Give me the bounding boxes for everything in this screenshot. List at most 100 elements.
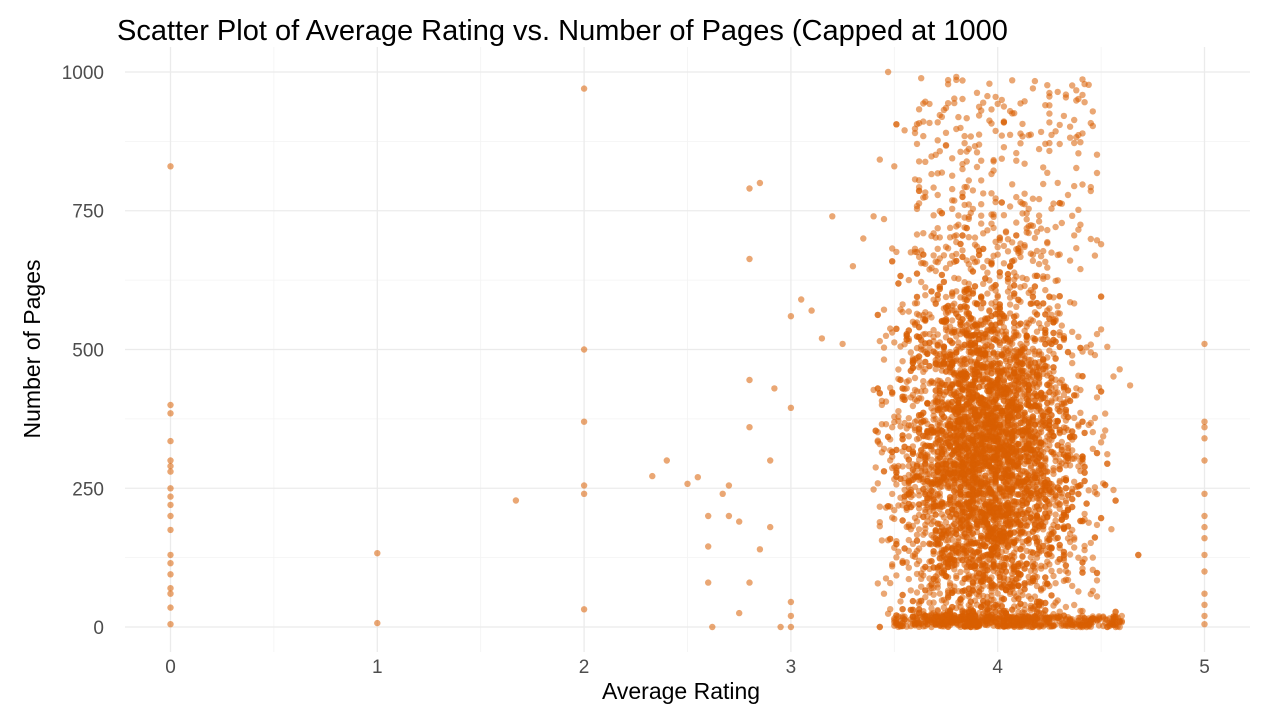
- data-point: [1069, 328, 1076, 335]
- data-point: [973, 322, 981, 329]
- data-point: [1058, 322, 1066, 329]
- data-point: [1013, 385, 1020, 392]
- data-point: [1044, 551, 1051, 558]
- data-point: [975, 466, 983, 474]
- data-point: [1064, 348, 1072, 356]
- data-point: [893, 540, 900, 548]
- data-point: [1064, 576, 1072, 584]
- data-point: [1097, 388, 1105, 395]
- data-point: [1058, 446, 1066, 454]
- data-point: [959, 343, 966, 351]
- data-point: [963, 296, 970, 304]
- data-point: [1089, 445, 1097, 452]
- data-point: [988, 370, 995, 377]
- data-point: [973, 300, 981, 308]
- data-point: [1031, 359, 1039, 366]
- data-point: [891, 515, 898, 523]
- data-point: [1069, 582, 1076, 590]
- data-point: [918, 583, 925, 590]
- data-point: [915, 598, 923, 605]
- data-point: [982, 435, 989, 443]
- data-point: [1097, 439, 1105, 446]
- data-point: [1011, 420, 1018, 427]
- data-point: [922, 508, 929, 516]
- data-point: [992, 471, 999, 479]
- data-point: [1064, 387, 1072, 394]
- data-point: [975, 331, 983, 338]
- data-point: [913, 462, 921, 470]
- data-point: [1017, 359, 1024, 366]
- data-point: [928, 404, 935, 412]
- data-point: [1097, 326, 1105, 333]
- data-point: [934, 584, 941, 591]
- data-point: [1069, 526, 1076, 534]
- data-point: [988, 365, 995, 372]
- data-point: [957, 568, 964, 576]
- data-point: [901, 545, 908, 552]
- data-point: [959, 431, 966, 439]
- data-point: [787, 623, 795, 631]
- data-point: [905, 276, 912, 284]
- data-point: [694, 474, 701, 481]
- data-point: [909, 359, 917, 367]
- data-point: [725, 482, 733, 489]
- data-point: [1025, 289, 1032, 296]
- data-point: [899, 308, 906, 316]
- data-point: [953, 572, 960, 579]
- data-point: [951, 328, 958, 336]
- data-point: [1004, 270, 1012, 278]
- data-point: [1000, 595, 1008, 603]
- data-point: [918, 278, 925, 286]
- data-point: [1029, 413, 1037, 420]
- data-point: [1035, 544, 1043, 551]
- data-point: [946, 384, 954, 391]
- data-point: [959, 556, 966, 564]
- data-point: [959, 470, 966, 477]
- data-point: [980, 280, 987, 287]
- data-point: [1104, 343, 1111, 350]
- data-point: [880, 590, 888, 597]
- data-point: [1044, 468, 1051, 475]
- data-point: [818, 335, 826, 342]
- data-point: [1048, 448, 1055, 455]
- data-point: [978, 293, 985, 300]
- data-point: [944, 309, 952, 316]
- data-point: [1062, 406, 1070, 414]
- data-point: [777, 623, 784, 631]
- data-point: [1009, 428, 1016, 435]
- data-point: [1017, 340, 1024, 348]
- data-point: [1054, 484, 1061, 491]
- data-point: [374, 550, 381, 557]
- data-point: [1060, 548, 1068, 556]
- data-point: [893, 481, 900, 488]
- data-point: [1046, 536, 1053, 543]
- data-point: [965, 280, 972, 287]
- data-point: [990, 398, 997, 406]
- data-point: [934, 520, 941, 527]
- data-point: [1000, 561, 1008, 568]
- data-point: [1087, 539, 1095, 547]
- data-point: [880, 445, 888, 452]
- data-point: [1056, 408, 1063, 415]
- data-point: [928, 481, 935, 488]
- data-point: [1009, 381, 1016, 388]
- data-point: [930, 548, 937, 555]
- data-point: [1029, 195, 1037, 202]
- data-point: [889, 464, 896, 472]
- data-point: [167, 526, 174, 534]
- data-point: [1089, 428, 1097, 436]
- data-point: [938, 271, 946, 279]
- data-point: [909, 597, 917, 605]
- data-point: [882, 421, 890, 428]
- data-point: [767, 523, 774, 531]
- data-point: [1011, 329, 1018, 336]
- data-point: [905, 415, 912, 422]
- data-point: [882, 332, 890, 339]
- data-point: [1000, 337, 1008, 344]
- data-point: [944, 594, 952, 601]
- data-point: [1075, 588, 1082, 595]
- data-point: [1062, 499, 1070, 507]
- data-point: [705, 543, 712, 550]
- data-point: [938, 399, 946, 406]
- data-point: [1029, 563, 1037, 570]
